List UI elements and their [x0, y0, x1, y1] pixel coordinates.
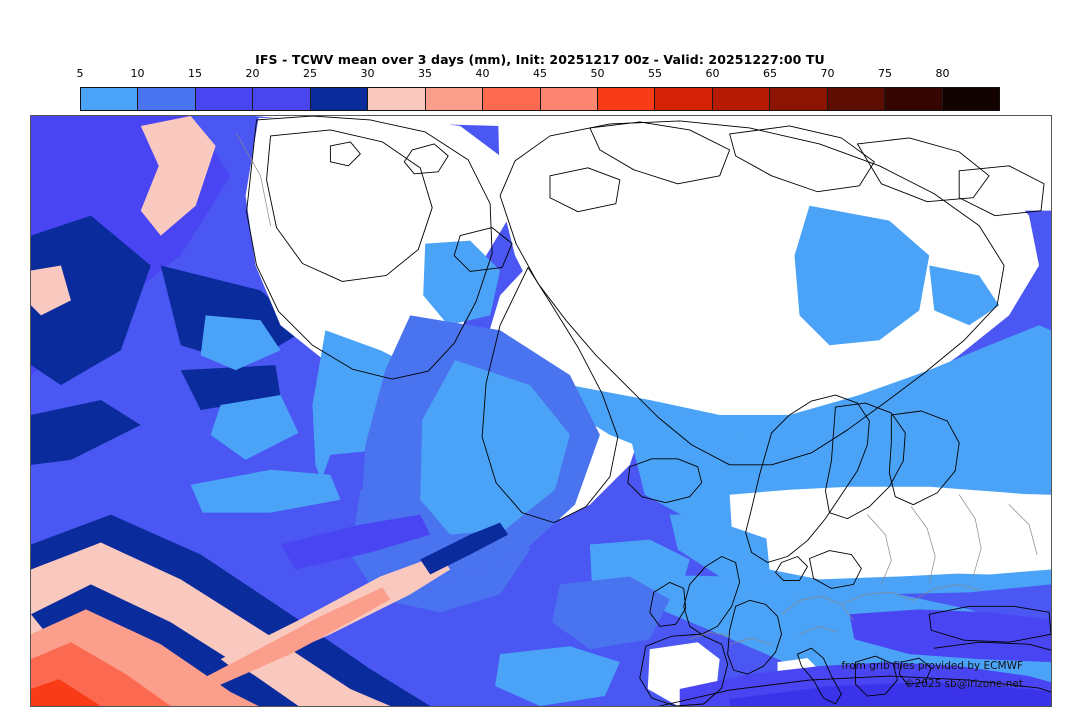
colorbar-tick-40: 40	[475, 67, 490, 80]
colorbar-tick-65: 65	[763, 67, 777, 80]
colorbar-tick-30: 30	[360, 67, 375, 80]
colorbar-swatch-55-60	[655, 88, 713, 110]
colorbar-tick-35: 35	[418, 67, 432, 80]
colorbar-swatch-gt80	[942, 88, 999, 110]
colorbar-tick-10: 10	[130, 67, 145, 80]
colorbar-swatch-45-50	[540, 88, 598, 110]
colorbar-swatch-65-70	[770, 88, 828, 110]
tcwv-field	[31, 116, 1051, 706]
colorbar-swatch-20-25	[253, 88, 311, 110]
credit-copyright: ©2025 sb@irizone.net	[904, 678, 1023, 690]
colorbar-swatch-60-65	[712, 88, 771, 110]
colorbar-tick-20: 20	[245, 67, 260, 80]
colorbar-tick-60: 60	[705, 67, 720, 80]
colorbar-tick-15: 15	[188, 67, 202, 80]
colorbar: 5 10 15 20 25 30 35 40 45 50 55 60 65 70 75 80	[77, 67, 1000, 111]
colorbar-swatch-15-20	[195, 88, 254, 110]
colorbar-tick-50: 50	[590, 67, 605, 80]
colorbar-tick-70: 70	[820, 67, 835, 80]
colorbar-swatch-40-45	[483, 88, 541, 110]
colorbar-tick-5: 5	[76, 67, 84, 80]
colorbar-tick-55: 55	[648, 67, 662, 80]
colorbar-swatch-75-80	[885, 88, 943, 110]
coastlines	[236, 116, 1051, 706]
colorbar-tick-45: 45	[533, 67, 547, 80]
colorbar-swatch-35-40	[425, 88, 484, 110]
colorbar-tick-75: 75	[878, 67, 892, 80]
colorbar-tick-labels: 5 10 15 20 25 30 35 40 45 50 55 60 65 70 75 80	[76, 67, 1000, 85]
colorbar-tick-80: 80	[935, 67, 950, 80]
weather-map[interactable]: from grib files provided by ECMWF ©2025 …	[30, 115, 1052, 707]
tcwv-filled-contours	[31, 116, 1051, 706]
colorbar-swatches	[80, 87, 1000, 111]
colorbar-tick-25: 25	[303, 67, 317, 80]
colorbar-swatch-30-35	[368, 88, 426, 110]
colorbar-swatch-10-15	[138, 88, 196, 110]
colorbar-swatch-50-55	[597, 88, 656, 110]
colorbar-swatch-70-75	[827, 88, 886, 110]
colorbar-swatch-5-10	[81, 88, 139, 110]
page-title: IFS - TCWV mean over 3 days (mm), Init: …	[255, 52, 825, 67]
credit-source: from grib files provided by ECMWF	[841, 660, 1023, 672]
colorbar-swatch-25-30	[310, 88, 369, 110]
